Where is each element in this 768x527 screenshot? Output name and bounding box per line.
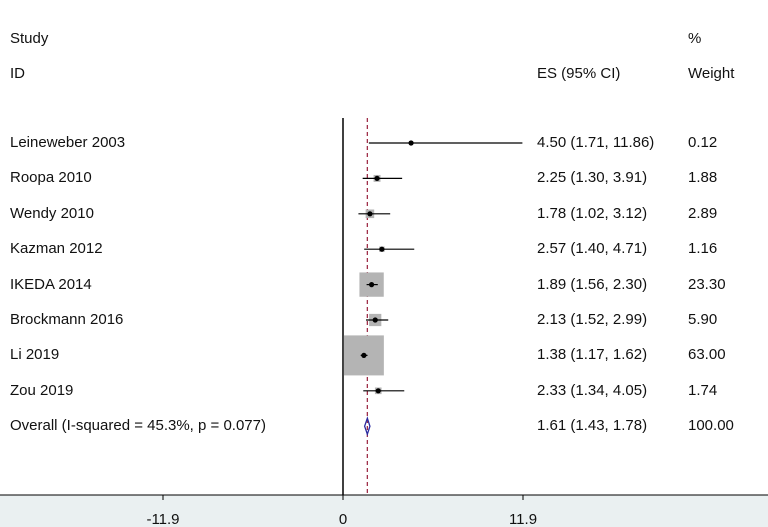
study-label: Brockmann 2016 bbox=[10, 311, 124, 328]
study-header: Study bbox=[10, 30, 49, 47]
weight-header: Weight bbox=[688, 65, 735, 82]
study-weight-text: 1.74 bbox=[688, 381, 718, 399]
study-point bbox=[368, 282, 375, 288]
id-header: ID bbox=[10, 65, 25, 82]
study-point bbox=[361, 352, 367, 358]
overall-es-text: 1.61 (1.43, 1.78) bbox=[537, 417, 648, 435]
study-es-text: 1.38 (1.17, 1.62) bbox=[537, 346, 648, 364]
es-header: ES (95% CI) bbox=[537, 65, 621, 82]
study-label: Leineweber 2003 bbox=[10, 134, 126, 151]
study-es-text: 2.25 (1.30, 3.91) bbox=[537, 169, 648, 187]
study-label: Zou 2019 bbox=[10, 381, 74, 399]
study-weight-text: 1.16 bbox=[688, 240, 718, 258]
study-es-text: 2.13 (1.52, 2.99) bbox=[537, 311, 648, 328]
overall-diamond bbox=[363, 416, 371, 437]
x-tick-label: 11.9 bbox=[509, 511, 537, 527]
study-weight-text: 1.88 bbox=[688, 169, 718, 187]
study-point bbox=[375, 388, 381, 394]
study-weight-text: 23.30 bbox=[688, 275, 726, 293]
study-es-text: 2.57 (1.40, 4.71) bbox=[537, 240, 648, 258]
study-label: Kazman 2012 bbox=[10, 240, 103, 258]
study-weight-text: 5.90 bbox=[688, 311, 718, 328]
study-es-text: 2.33 (1.34, 4.05) bbox=[537, 381, 648, 399]
study-point bbox=[372, 317, 378, 323]
study-weight-text: 2.89 bbox=[688, 204, 718, 222]
overall-weight-text: 100.00 bbox=[688, 417, 734, 435]
study-point bbox=[408, 140, 414, 146]
study-label: Roopa 2010 bbox=[10, 169, 92, 187]
study-weight-text: 63.00 bbox=[688, 346, 726, 364]
x-tick-label: 0 bbox=[339, 511, 347, 527]
study-weight-text: 0.12 bbox=[688, 134, 718, 151]
study-es-text: 1.78 (1.02, 3.12) bbox=[537, 204, 648, 222]
study-es-text: 4.50 (1.71, 11.86) bbox=[537, 134, 655, 151]
x-tick-label: -11.9 bbox=[146, 511, 179, 527]
study-label: Li 2019 bbox=[10, 346, 60, 364]
study-point bbox=[374, 175, 380, 181]
axis-strip bbox=[0, 495, 768, 527]
weight-percent-header: % bbox=[688, 30, 702, 47]
overall-label: Overall (I-squared = 45.3%, p = 0.077) bbox=[10, 417, 266, 435]
study-point bbox=[379, 246, 385, 252]
study-point bbox=[367, 211, 373, 217]
study-es-text: 1.89 (1.56, 2.30) bbox=[537, 275, 648, 293]
study-label: Wendy 2010 bbox=[10, 204, 94, 222]
study-label: IKEDA 2014 bbox=[10, 275, 92, 293]
